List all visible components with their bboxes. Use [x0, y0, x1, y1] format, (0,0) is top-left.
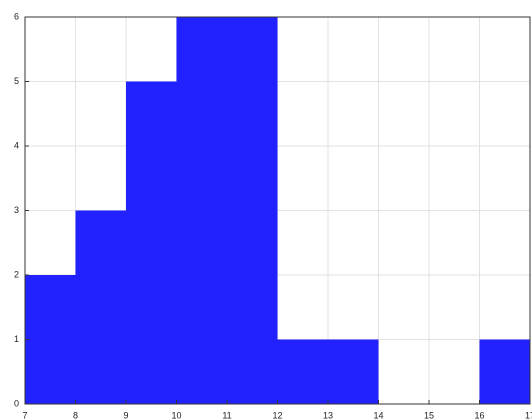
bar	[227, 17, 278, 404]
y-tick-label: 6	[14, 11, 19, 21]
x-tick-label: 11	[222, 410, 231, 419]
y-tick-label: 4	[14, 140, 19, 150]
x-tick-label: 10	[171, 410, 181, 419]
x-tick-label: 8	[73, 410, 78, 419]
x-tick-label: 17	[525, 410, 532, 419]
x-tick-label: 16	[474, 410, 484, 419]
bar	[126, 81, 177, 404]
y-tick-label: 2	[14, 269, 19, 279]
y-tick-label: 5	[14, 76, 19, 86]
x-tick-label: 15	[424, 410, 434, 419]
x-tick-label: 13	[323, 410, 333, 419]
y-tick-label: 0	[14, 398, 19, 408]
x-tick-label: 12	[272, 410, 282, 419]
x-tick-label: 9	[123, 410, 128, 419]
bar	[328, 339, 379, 404]
x-tick-label: 7	[22, 410, 27, 419]
x-tick-label: 14	[373, 410, 383, 419]
bar	[176, 17, 227, 404]
y-tick-label: 1	[14, 334, 19, 344]
bar	[277, 339, 328, 404]
bar	[75, 210, 126, 404]
bar	[479, 339, 530, 404]
y-tick-label: 3	[14, 205, 19, 215]
bar	[25, 275, 76, 404]
